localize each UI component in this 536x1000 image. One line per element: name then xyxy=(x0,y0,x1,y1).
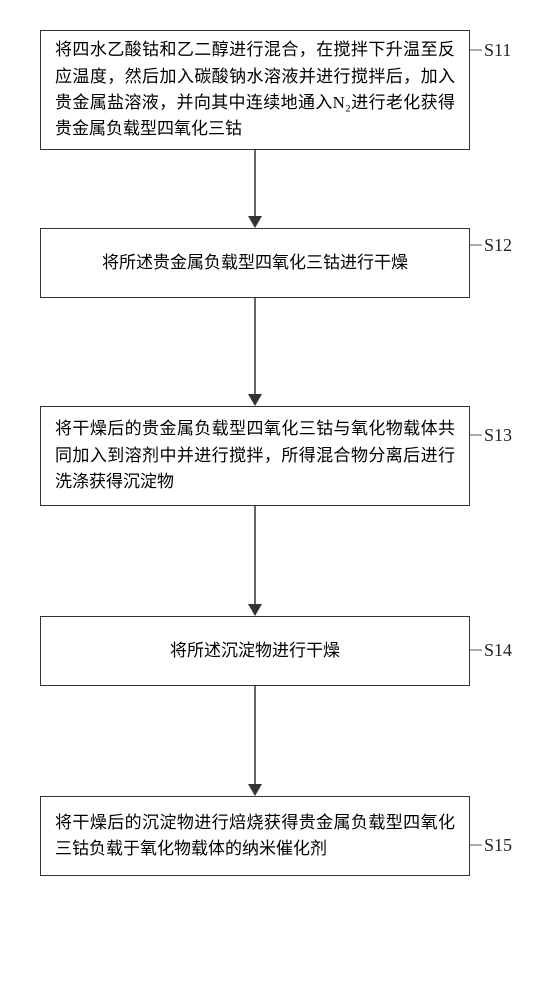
step-box-s11: 将四水乙酸钴和乙二醇进行混合，在搅拌下升温至反应温度，然后加入碳酸钠水溶液并进行… xyxy=(40,30,470,150)
step-label-text-s13: S13 xyxy=(484,425,512,446)
step-label-s14: S14 xyxy=(484,640,512,661)
step-text-s13: 将干燥后的贵金属负载型四氧化三钴与氧化物载体共同加入到溶剂中并进行搅拌，所得混合… xyxy=(55,416,455,495)
step-box-s15: 将干燥后的沉淀物进行焙烧获得贵金属负载型四氧化三钴负载于氧化物载体的纳米催化剂 xyxy=(40,796,470,876)
arrow-2 xyxy=(40,298,470,406)
arrow-4 xyxy=(40,686,470,796)
step-box-s14: 将所述沉淀物进行干燥 xyxy=(40,616,470,686)
step-label-text-s15: S15 xyxy=(484,835,512,856)
step-label-s13: S13 xyxy=(484,425,512,446)
step-text-s14: 将所述沉淀物进行干燥 xyxy=(55,638,455,664)
step-text-s11: 将四水乙酸钴和乙二醇进行混合，在搅拌下升温至反应温度，然后加入碳酸钠水溶液并进行… xyxy=(55,37,455,142)
step-box-s13: 将干燥后的贵金属负载型四氧化三钴与氧化物载体共同加入到溶剂中并进行搅拌，所得混合… xyxy=(40,406,470,506)
step-label-s15: S15 xyxy=(484,835,512,856)
step-text-s12: 将所述贵金属负载型四氧化三钴进行干燥 xyxy=(55,250,455,276)
flowchart-container: 将四水乙酸钴和乙二醇进行混合，在搅拌下升温至反应温度，然后加入碳酸钠水溶液并进行… xyxy=(40,30,470,876)
step-label-text-s11: S11 xyxy=(484,40,511,61)
step-label-s12: S12 xyxy=(484,235,512,256)
step-label-text-s12: S12 xyxy=(484,235,512,256)
step-text-s15: 将干燥后的沉淀物进行焙烧获得贵金属负载型四氧化三钴负载于氧化物载体的纳米催化剂 xyxy=(55,810,455,863)
step-label-s11: S11 xyxy=(484,40,511,61)
arrow-3 xyxy=(40,506,470,616)
step-box-s12: 将所述贵金属负载型四氧化三钴进行干燥 xyxy=(40,228,470,298)
step-label-text-s14: S14 xyxy=(484,640,512,661)
arrow-1 xyxy=(40,150,470,228)
